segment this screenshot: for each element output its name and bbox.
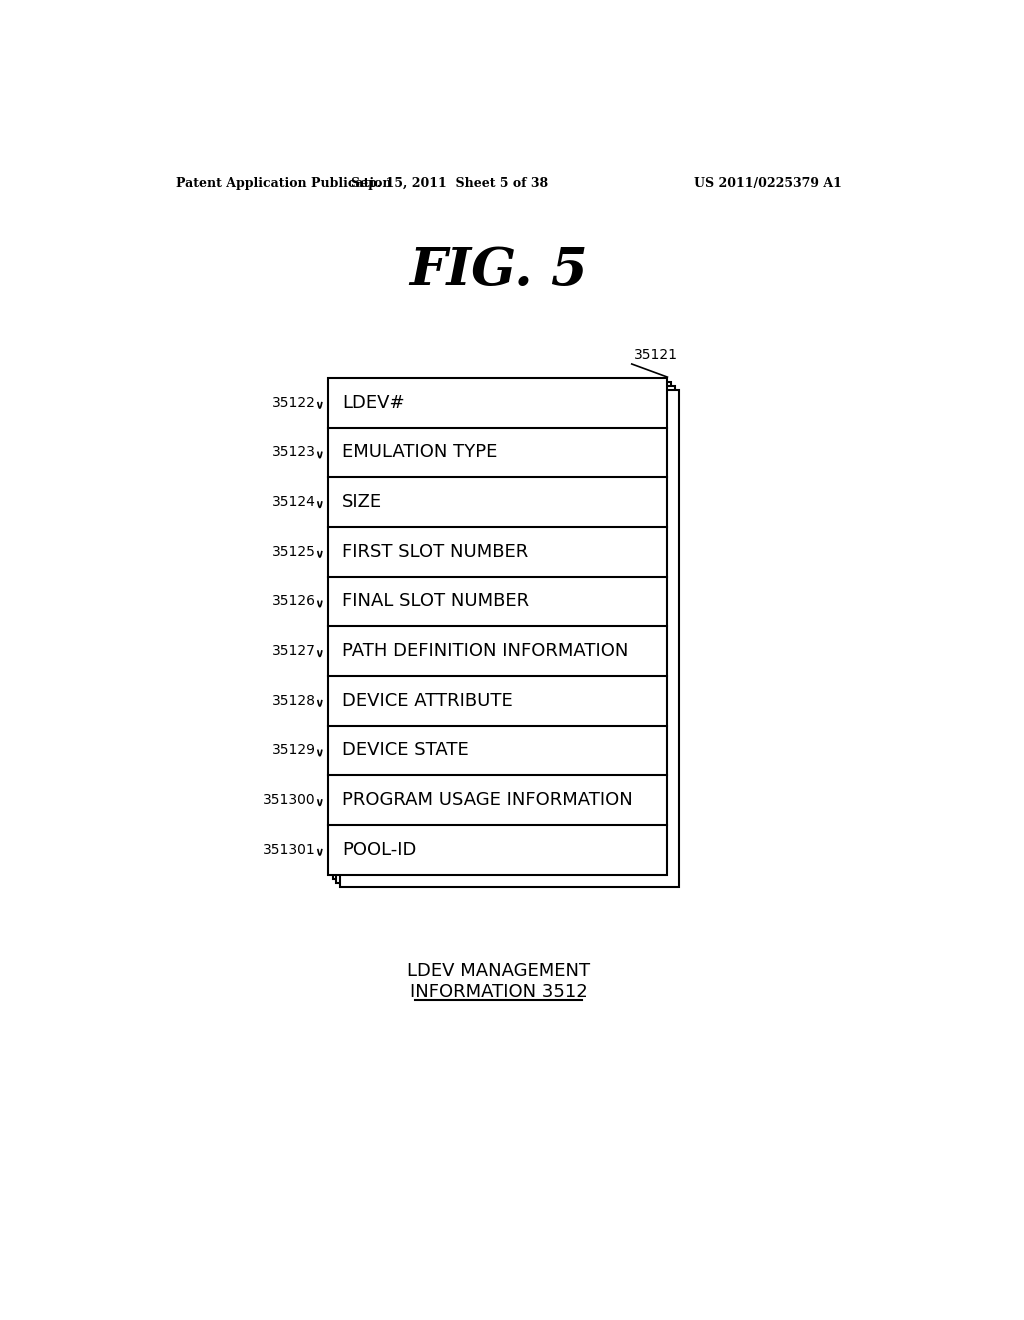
Text: FIRST SLOT NUMBER: FIRST SLOT NUMBER — [342, 543, 528, 561]
Text: 35122: 35122 — [271, 396, 315, 409]
Text: 35129: 35129 — [271, 743, 315, 758]
Text: EMULATION TYPE: EMULATION TYPE — [342, 444, 498, 462]
Text: PATH DEFINITION INFORMATION: PATH DEFINITION INFORMATION — [342, 642, 629, 660]
Text: LDEV MANAGEMENT: LDEV MANAGEMENT — [407, 962, 590, 979]
Text: DEVICE STATE: DEVICE STATE — [342, 742, 469, 759]
Text: US 2011/0225379 A1: US 2011/0225379 A1 — [693, 177, 842, 190]
Text: INFORMATION 3512: INFORMATION 3512 — [410, 982, 588, 1001]
Text: 351300: 351300 — [263, 793, 315, 807]
Bar — [328, 378, 667, 875]
Text: LDEV#: LDEV# — [342, 393, 404, 412]
Text: FINAL SLOT NUMBER: FINAL SLOT NUMBER — [342, 593, 529, 610]
Text: DEVICE ATTRIBUTE: DEVICE ATTRIBUTE — [342, 692, 513, 710]
Text: 35128: 35128 — [271, 694, 315, 708]
Text: Patent Application Publication: Patent Application Publication — [176, 177, 391, 190]
Text: 35123: 35123 — [271, 445, 315, 459]
Text: 35127: 35127 — [271, 644, 315, 657]
Text: 351301: 351301 — [263, 842, 315, 857]
Text: FIG. 5: FIG. 5 — [409, 244, 588, 296]
Bar — [333, 383, 672, 879]
Text: 35126: 35126 — [271, 594, 315, 609]
Text: 35124: 35124 — [271, 495, 315, 510]
Text: 35125: 35125 — [271, 545, 315, 558]
Text: PROGRAM USAGE INFORMATION: PROGRAM USAGE INFORMATION — [342, 791, 633, 809]
Text: 35121: 35121 — [634, 347, 678, 362]
Bar — [340, 391, 679, 887]
Text: SIZE: SIZE — [342, 492, 382, 511]
Text: Sep. 15, 2011  Sheet 5 of 38: Sep. 15, 2011 Sheet 5 of 38 — [351, 177, 548, 190]
Bar — [337, 387, 675, 883]
Text: POOL-ID: POOL-ID — [342, 841, 417, 859]
